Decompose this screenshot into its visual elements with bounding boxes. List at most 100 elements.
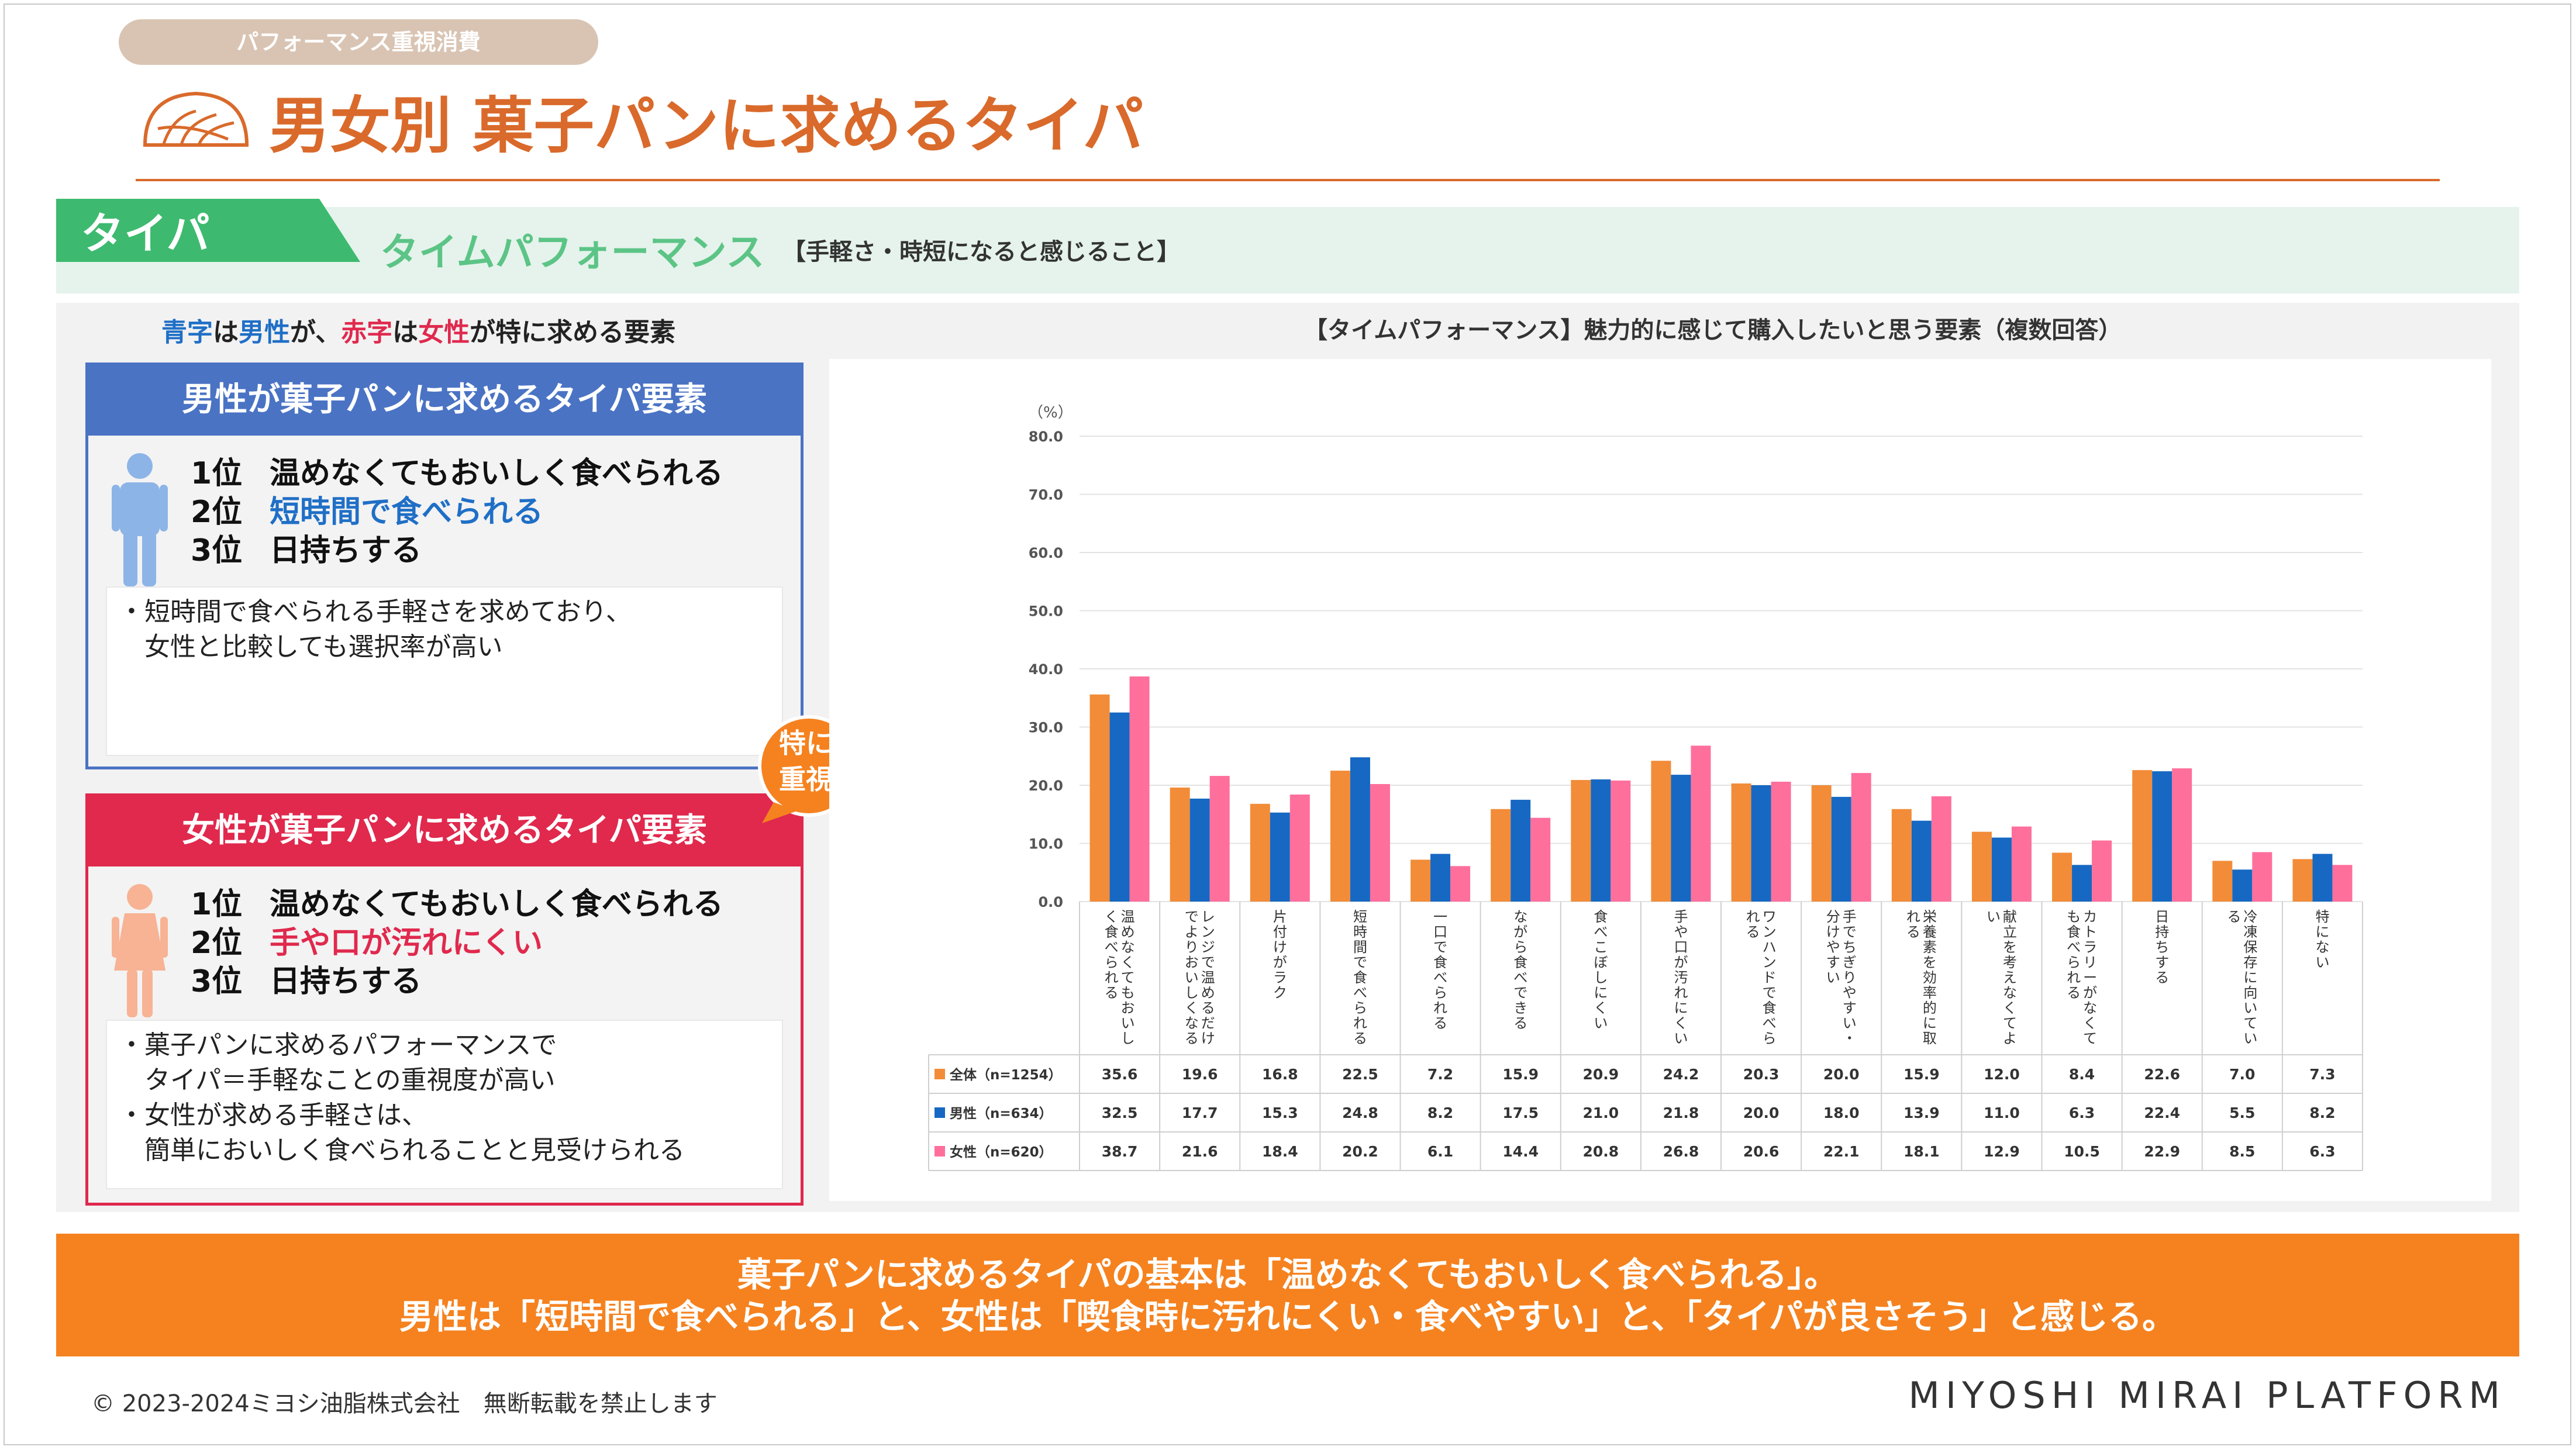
rank-text: 日持ちする (270, 533, 422, 568)
data-label: 20.9 (1582, 1066, 1619, 1083)
data-label: 21.0 (1582, 1104, 1619, 1121)
legend-blue-word: 青字 (161, 317, 213, 347)
bar (2172, 768, 2192, 902)
bar (1450, 866, 1471, 902)
rank-text: 日持ちする (270, 964, 422, 999)
legend-text: が、 (290, 317, 342, 347)
data-label: 22.1 (1823, 1143, 1860, 1160)
bar (1089, 694, 1110, 902)
data-label: 21.6 (1182, 1143, 1218, 1160)
note-line: ・短時間で食べられる手軽さを求めており、 (119, 597, 632, 627)
data-label: 15.9 (1903, 1066, 1940, 1083)
male-rank-2: 2位 短時間で食べられる (191, 487, 543, 531)
data-label: 6.3 (2069, 1104, 2095, 1121)
bar (1771, 782, 1791, 902)
data-label: 13.9 (1903, 1104, 1940, 1121)
data-label: 15.9 (1502, 1066, 1539, 1083)
bar (2092, 840, 2112, 902)
data-label: 7.2 (1427, 1066, 1453, 1083)
page-title: 男女別 菓子パンに求めるタイパ (269, 90, 1144, 161)
bar (1430, 854, 1451, 902)
data-label: 22.4 (2144, 1104, 2180, 1121)
chart-title: 【タイムパフォーマンス】魅力的に感じて購入したいと思う要素（複数回答） (1304, 317, 2122, 344)
category-label: 栄養素を効率的に取れる (1906, 909, 1937, 1047)
female-note: ・菓子パンに求めるパフォーマンスで タイパ＝手軽なことの重視度が高い ・女性が求… (106, 1020, 783, 1189)
section-tag-shape (56, 199, 360, 262)
copyright-text: © 2023-2024ミヨシ油脂株式会社 無断転載を禁止します (91, 1390, 718, 1417)
bar (1831, 796, 1851, 902)
series-swatch (934, 1069, 945, 1079)
female-rank-3: 3位 日持ちする (191, 957, 422, 1000)
title-divider (136, 179, 2440, 181)
legend-red-word: 赤字 (341, 317, 393, 347)
series-name: 男性（n=634） (950, 1106, 1053, 1121)
data-label: 20.0 (1743, 1104, 1780, 1121)
bar (1591, 779, 1611, 902)
bar (1350, 757, 1370, 902)
rank-position: 3位 (191, 533, 243, 568)
data-label: 20.0 (1823, 1066, 1860, 1083)
data-label: 14.4 (1502, 1143, 1539, 1160)
bar (1250, 803, 1270, 902)
bar (1170, 787, 1190, 902)
category-label: 手でちぎりやすい・分けやすい (1826, 909, 1857, 1047)
y-tick-label: 40.0 (1029, 661, 1063, 678)
note-line: 女性と比較しても選択率が高い (119, 632, 503, 662)
bar (2332, 865, 2353, 902)
data-label: 20.6 (1743, 1143, 1780, 1160)
section-tag-label: タイパ (81, 209, 210, 259)
male-rank-1: 1位 温めなくてもおいしく食べられる (191, 448, 723, 492)
bar (1571, 780, 1591, 902)
y-axis-label: （%） (1028, 404, 1073, 422)
female-person-icon (112, 884, 168, 1017)
category-label: 冷凍保存に向いている (2227, 909, 2257, 1047)
bar (1189, 798, 1210, 902)
data-label: 8.4 (2069, 1066, 2095, 1083)
bar (2152, 771, 2172, 902)
bar (1731, 783, 1751, 902)
data-label: 7.3 (2309, 1066, 2335, 1083)
series-name: 女性（n=620） (950, 1144, 1053, 1160)
data-label: 8.5 (2229, 1143, 2255, 1160)
y-tick-label: 60.0 (1029, 545, 1063, 561)
note-line: ・菓子パンに求めるパフォーマンスで (119, 1030, 557, 1060)
category-label: 温めなくてもおいしく食べられる (1105, 909, 1135, 1047)
bar (2292, 859, 2313, 902)
bar-chart: （%） 0.0 10.0 20.0 30.0 40.0 50.0 60.0 70.0 80.0 温め… (928, 404, 2363, 1171)
bar (1811, 785, 1832, 902)
y-tick-label: 20.0 (1029, 778, 1063, 794)
female-box-title: 女性が菓子パンに求めるタイパ要素 (88, 796, 801, 866)
data-label: 15.3 (1262, 1104, 1298, 1121)
series-name: 全体（n=1254） (949, 1067, 1062, 1083)
bar (1491, 809, 1511, 902)
category-label: 食べこぼしにくい (1594, 909, 1608, 1031)
bar (1270, 812, 1290, 902)
rank-position: 2位 (191, 926, 243, 961)
y-tick-label: 80.0 (1029, 429, 1063, 445)
data-label: 6.1 (1427, 1143, 1453, 1160)
bar (1931, 796, 1951, 902)
bar (1911, 820, 1932, 902)
data-label: 8.2 (2309, 1104, 2335, 1121)
section-subtitle: 【手軽さ・時短になると感じること】 (782, 239, 1180, 265)
data-label: 38.7 (1102, 1143, 1138, 1160)
legend-male-word: 男性 (239, 317, 290, 347)
bar (1370, 784, 1390, 902)
female-rank-1: 1位 温めなくてもおいしく食べられる (191, 879, 723, 923)
bar (1330, 771, 1350, 902)
rank-text-highlight: 短時間で食べられる (270, 495, 544, 530)
data-label: 18.4 (1262, 1143, 1298, 1160)
bar (2232, 869, 2253, 902)
legend-text: は (213, 317, 239, 347)
section-band (56, 207, 2519, 294)
bar (1991, 837, 2012, 902)
bar (1129, 676, 1150, 902)
data-label: 32.5 (1102, 1104, 1138, 1121)
legend-female-word: 女性 (418, 317, 470, 347)
male-summary-box: 男性が菓子パンに求めるタイパ要素 1位 温めなくてもおいしく食べられる 2位 短時間… (85, 362, 804, 769)
data-label: 19.6 (1182, 1066, 1218, 1083)
legend-text: が特に求める要素 (470, 317, 676, 347)
bar (1530, 817, 1551, 902)
bar (2312, 854, 2333, 902)
data-label: 18.1 (1903, 1143, 1940, 1160)
